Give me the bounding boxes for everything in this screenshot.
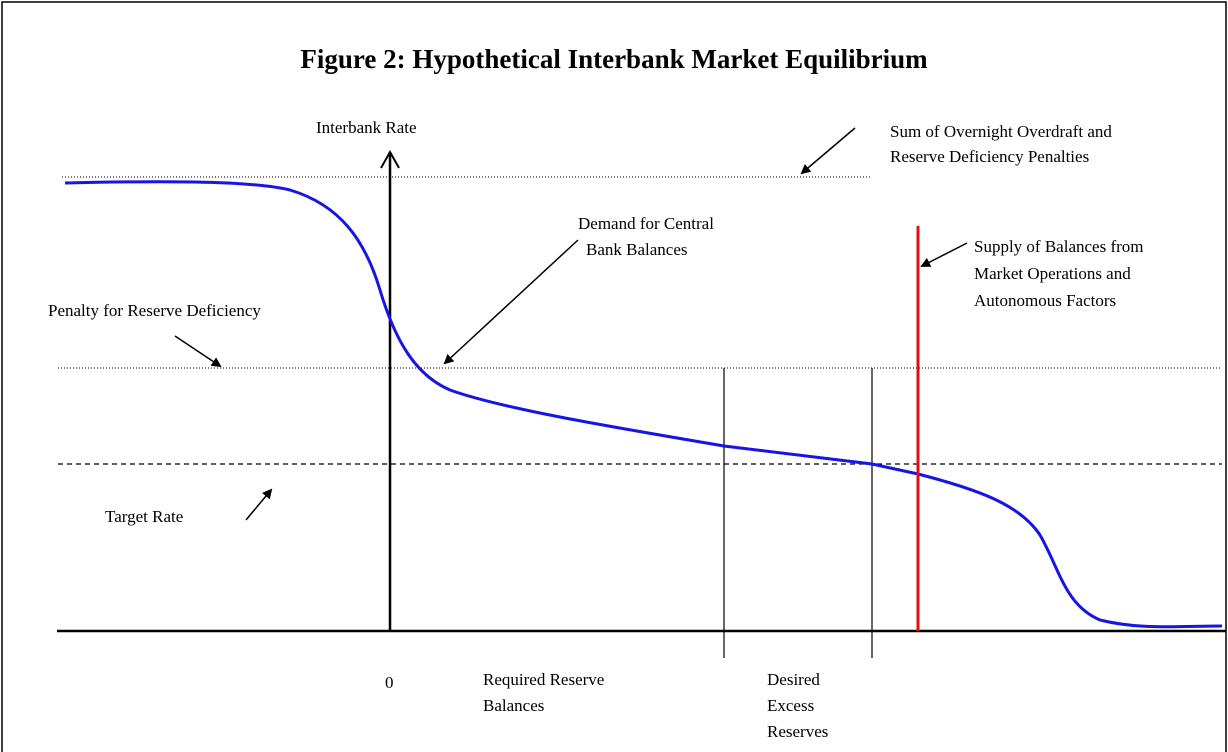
label: Penalty for Reserve Deficiency: [48, 301, 261, 320]
label: Sum of Overnight Overdraft and: [890, 122, 1112, 141]
y-axis-arrow: [380, 149, 400, 169]
label: 0: [385, 673, 394, 692]
label: Bank Balances: [586, 240, 688, 259]
label: Market Operations and: [974, 264, 1131, 283]
arrow: [174, 335, 222, 368]
label: Interbank Rate: [316, 118, 417, 137]
label: Demand for Central: [578, 214, 714, 233]
label: Excess: [767, 696, 814, 715]
label: Target Rate: [105, 507, 183, 526]
label: Reserves: [767, 722, 828, 741]
arrow: [920, 242, 968, 267]
label: Balances: [483, 696, 544, 715]
label: Autonomous Factors: [974, 291, 1116, 310]
title: Figure 2: Hypothetical Interbank Market …: [300, 44, 928, 74]
label: Supply of Balances from: [974, 237, 1144, 256]
arrow: [800, 127, 856, 175]
arrow: [245, 488, 273, 521]
label: Reserve Deficiency Penalties: [890, 147, 1089, 166]
label: Required Reserve: [483, 670, 604, 689]
demand-curve: [64, 180, 1223, 629]
label: Desired: [767, 670, 820, 689]
arrow: [443, 239, 579, 365]
